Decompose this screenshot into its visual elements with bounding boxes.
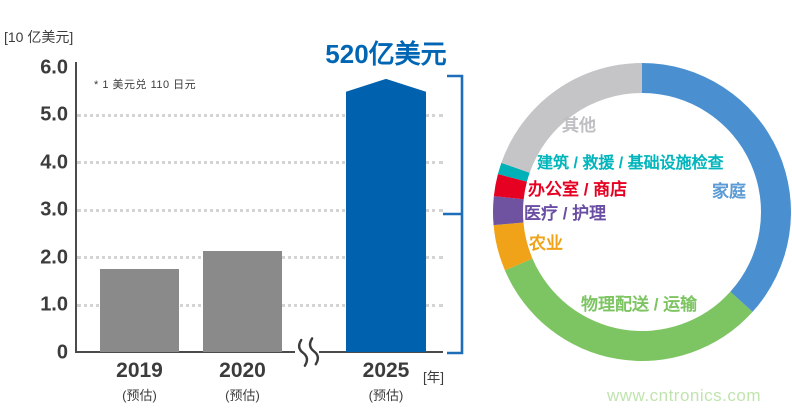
highlight-value-label: 520亿美元 [325, 39, 447, 69]
gridline [77, 113, 443, 117]
donut-segment-0 [642, 63, 791, 312]
x-axis-year-suffix: [年] [423, 370, 445, 385]
donut-label-3: 医疗 / 护理 [524, 204, 607, 223]
gridline [77, 208, 443, 212]
bar-2020 [203, 251, 282, 352]
gridline [77, 161, 443, 164]
x-tick-year: 2019 [116, 359, 163, 382]
x-tick-estimate-note: (预估) [368, 388, 404, 403]
watermark: www.cntronics.com [607, 386, 761, 405]
axis-break-icon [295, 337, 320, 367]
x-tick-label-2025: 2025 (预估) [363, 360, 410, 404]
donut-segment-4 [493, 174, 527, 200]
x-tick-estimate-note: (预估) [225, 388, 260, 403]
x-tick-label-2020: 2020 (预估) [219, 360, 266, 404]
y-tick-label: 0 [56, 341, 68, 363]
bar-2019 [100, 268, 179, 352]
y-tick-label: 2.0 [40, 246, 68, 268]
donut-segment-3 [493, 196, 524, 226]
x-tick-year: 2020 [219, 359, 266, 382]
total-bracket [443, 74, 464, 355]
donut-segment-6 [501, 63, 642, 173]
donut-segment-1 [504, 258, 753, 361]
exchange-rate-note: * 1 美元兑 110 日元 [94, 79, 197, 91]
x-axis-line [75, 351, 443, 353]
y-tick-label: 3.0 [40, 198, 68, 221]
donut-label-5: 建筑 / 救援 / 基础设施检查 [537, 155, 724, 172]
y-axis-line [75, 62, 77, 353]
donut-chart [493, 63, 791, 361]
donut-label-6: 其他 [562, 116, 596, 135]
donut-segment-5 [497, 162, 530, 182]
x-tick-estimate-note: (预估) [122, 388, 157, 403]
y-tick-label: 5.0 [40, 103, 68, 126]
donut-segment-2 [493, 222, 533, 271]
donut-label-1: 物理配送 / 运输 [581, 295, 698, 314]
y-tick-label: 4.0 [40, 151, 68, 173]
y-axis-unit-label: [10 亿美元] [4, 29, 74, 45]
bar-2025 [346, 78, 426, 352]
donut-label-0: 家庭 [712, 182, 746, 201]
x-tick-year: 2025 [362, 359, 410, 382]
donut-label-2: 农业 [529, 234, 563, 253]
donut-label-4: 办公室 / 商店 [528, 180, 628, 199]
x-tick-label-2019: 2019 (预估) [116, 360, 163, 404]
y-tick-label: 6.0 [40, 56, 68, 78]
axis-break-mask [295, 347, 319, 357]
y-tick-label: 1.0 [40, 293, 68, 316]
